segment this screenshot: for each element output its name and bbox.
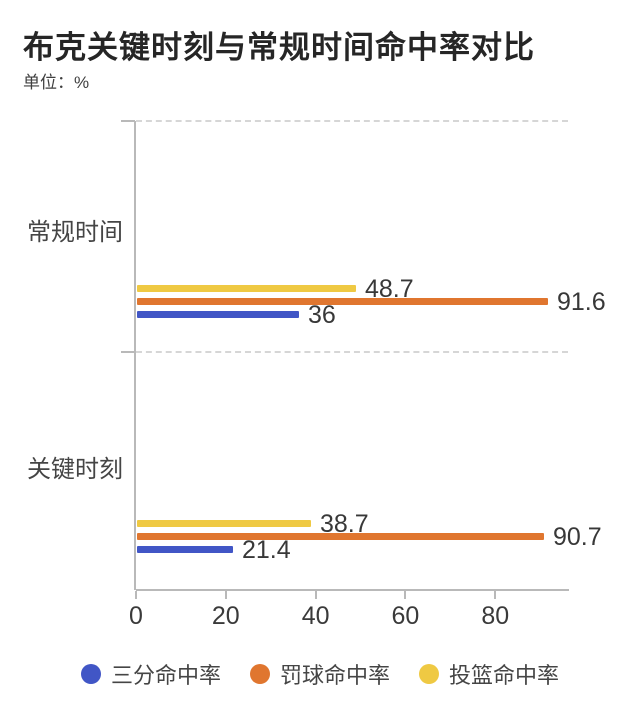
bar-三分命中率	[137, 546, 233, 553]
x-axis-tick-label: 20	[211, 602, 240, 630]
legend-dot-icon	[419, 664, 439, 684]
x-axis-tick	[224, 591, 227, 599]
bar-三分命中率	[137, 311, 299, 318]
bar-value-label: 48.7	[365, 274, 414, 303]
y-axis-tick	[121, 351, 135, 353]
bar-投篮命中率	[137, 520, 311, 527]
grid-separator-middle	[136, 351, 568, 353]
bar-value-label: 36	[308, 300, 336, 329]
grid-separator-top	[136, 120, 568, 122]
legend: 三分命中率 罚球命中率 投篮命中率	[0, 658, 640, 690]
bar-投篮命中率	[137, 285, 356, 292]
bar-value-label: 38.7	[320, 509, 369, 538]
legend-item: 罚球命中率	[249, 658, 390, 690]
x-axis-tick	[494, 591, 497, 599]
y-axis-line	[134, 121, 136, 590]
category-label: 关键时刻	[27, 456, 123, 483]
bar-罚球命中率	[137, 533, 544, 540]
x-axis-tick	[314, 591, 317, 599]
bar-value-label: 90.7	[553, 522, 602, 551]
x-axis-tick	[135, 591, 137, 599]
category-label: 常规时间	[27, 219, 123, 246]
x-axis-line	[136, 589, 569, 591]
x-axis-tick-label: 60	[391, 602, 420, 630]
legend-dot-icon	[249, 664, 270, 684]
x-axis-tick	[404, 591, 407, 599]
chart-title: 布克关键时刻与常规时间命中率对比	[23, 30, 535, 65]
bar-value-label: 91.6	[557, 287, 606, 316]
legend-item: 投篮命中率	[419, 658, 559, 690]
x-axis-tick-label: 0	[129, 602, 143, 630]
y-axis-tick	[121, 120, 135, 122]
legend-label: 罚球命中率	[279, 663, 390, 688]
bar-value-label: 21.4	[242, 535, 291, 564]
legend-label: 三分命中率	[110, 663, 221, 688]
x-axis-tick-label: 40	[301, 602, 330, 630]
legend-item: 三分命中率	[80, 658, 221, 690]
legend-label: 投篮命中率	[449, 663, 560, 688]
legend-dot-icon	[80, 664, 101, 684]
x-axis-tick-label: 80	[481, 602, 510, 630]
bar-罚球命中率	[137, 298, 548, 305]
plot-area: 0 20 40 60 80 常规时间 48.7 91.6 36 关键时刻 38.7 90.7 21.4	[27, 120, 606, 630]
unit-label: 单位：%	[23, 73, 90, 92]
